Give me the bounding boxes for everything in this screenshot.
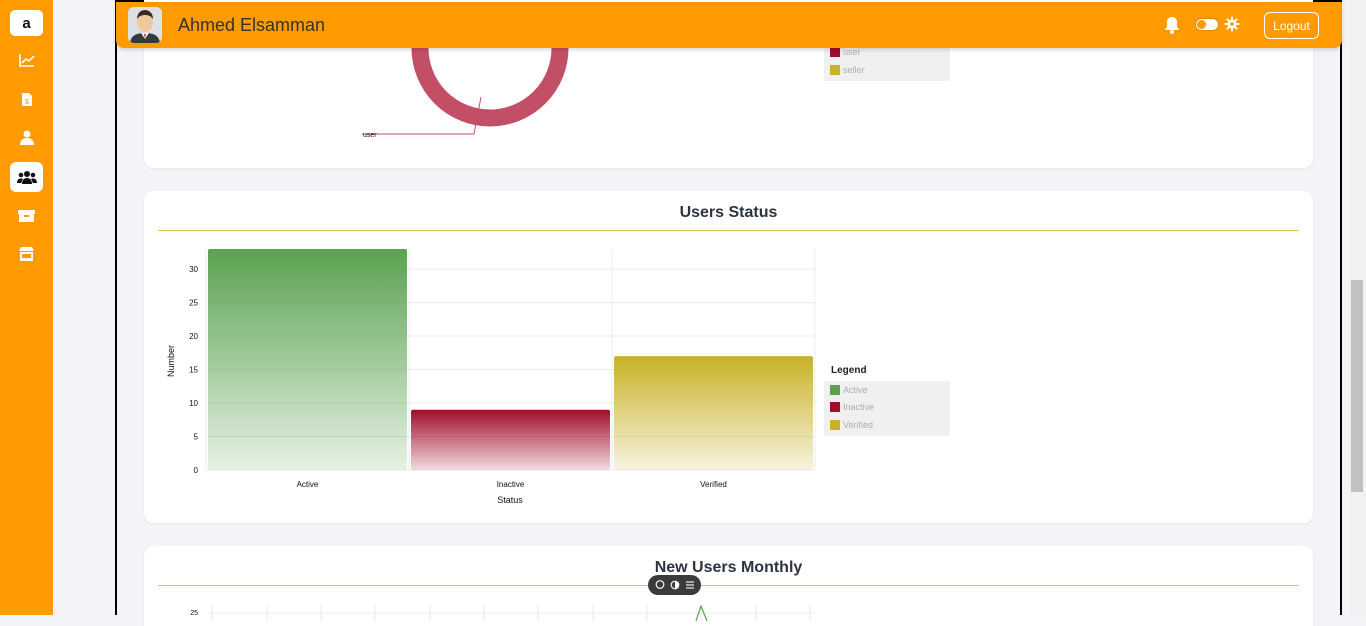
sidebar-item-invoices[interactable]: $: [10, 84, 43, 114]
legend-swatch: [830, 420, 840, 430]
avatar[interactable]: [128, 7, 162, 43]
top-navbar: Ahmed Elsamman Logout: [116, 2, 1342, 48]
x-tick-label: Active: [297, 480, 319, 489]
title-divider: [158, 230, 1299, 231]
theme-toggle[interactable]: [1195, 18, 1219, 31]
user-name: Ahmed Elsamman: [178, 15, 326, 35]
x-axis-title: Status: [497, 495, 523, 505]
comment-icon[interactable]: [655, 580, 665, 590]
store-icon: [19, 247, 34, 261]
y-tick-label: 5: [194, 433, 199, 442]
bell-icon[interactable]: [1164, 16, 1180, 34]
sidebar-item-user[interactable]: [10, 122, 43, 152]
bar-inactive[interactable]: [411, 409, 610, 470]
x-tick-label: Inactive: [497, 480, 525, 489]
sidebar: a $: [0, 0, 53, 615]
menu-icon[interactable]: [685, 580, 695, 590]
legend-label: user: [843, 47, 861, 57]
y-axis-title: Number: [166, 345, 176, 377]
users-status-bar-chart: 0 5 10 15 20 25 30 Active Inactive Verified Statu…: [166, 249, 816, 505]
sidebar-item-stores[interactable]: [10, 239, 43, 269]
scrollbar-thumb[interactable]: [1351, 280, 1363, 492]
y-tick-label: 0: [194, 466, 199, 475]
bar-active[interactable]: [208, 249, 407, 470]
legend-title: Legend: [831, 365, 867, 376]
users-icon: [16, 171, 37, 184]
card-title: New Users Monthly: [654, 559, 803, 576]
legend-swatch: [830, 385, 840, 395]
invoice-icon: $: [21, 92, 32, 106]
donut-slice-user: [411, 47, 569, 127]
card-title: Users Status: [679, 204, 778, 221]
legend-swatch: [830, 402, 840, 412]
sidebar-item-products[interactable]: [10, 200, 43, 230]
amazon-logo[interactable]: a: [10, 10, 43, 36]
legend-item-active[interactable]: Active: [830, 385, 868, 395]
user-icon: [19, 130, 34, 145]
legend-item-user[interactable]: user: [830, 47, 861, 57]
y-tick-label: 15: [189, 366, 198, 375]
legend-item-inactive[interactable]: Inactive: [830, 402, 874, 412]
sidebar-item-analytics[interactable]: [10, 45, 43, 75]
logout-button[interactable]: Logout: [1264, 12, 1319, 39]
legend-label: Inactive: [843, 402, 875, 412]
y-tick-label: 25: [189, 299, 198, 308]
sidebar-item-users[interactable]: [10, 162, 43, 192]
y-tick-label: 10: [189, 399, 198, 408]
status-legend: Active Inactive Verified: [824, 381, 950, 436]
slice-label-leader: [362, 96, 482, 135]
contrast-icon[interactable]: [670, 580, 680, 590]
toggle-knob: [1197, 20, 1206, 29]
legend-item-verified[interactable]: Verified: [830, 420, 873, 430]
page-scrollbar[interactable]: [1349, 0, 1366, 615]
bar-verified[interactable]: [614, 356, 813, 470]
legend-swatch: [830, 65, 840, 75]
monthly-line-chart: 25: [190, 604, 814, 621]
legend-label: seller: [843, 65, 865, 75]
line-chart-icon: [18, 54, 35, 67]
gear-icon[interactable]: [1224, 16, 1240, 32]
legend-label: Active: [843, 385, 868, 395]
donut-chart: user: [362, 47, 569, 139]
legend-item-seller[interactable]: seller: [830, 65, 865, 75]
title-divider: [158, 585, 1299, 586]
legend-swatch: [830, 47, 840, 57]
floating-toolbar: [648, 575, 701, 595]
svg-text:$: $: [25, 99, 29, 106]
y-tick-label: 25: [190, 610, 198, 617]
x-tick-label: Verified: [700, 480, 727, 489]
users-status-card: Users Status 0 5 10 15 20 25 30 Active Inactive V…: [144, 191, 1313, 523]
y-tick-label: 20: [189, 332, 198, 341]
box-icon: [18, 210, 35, 222]
y-tick-label: 30: [189, 265, 198, 274]
logo-letter: a: [22, 14, 31, 32]
legend-label: Verified: [843, 420, 874, 430]
new-users-monthly-card: New Users Monthly 25: [144, 546, 1313, 626]
slice-label: user: [363, 132, 377, 139]
